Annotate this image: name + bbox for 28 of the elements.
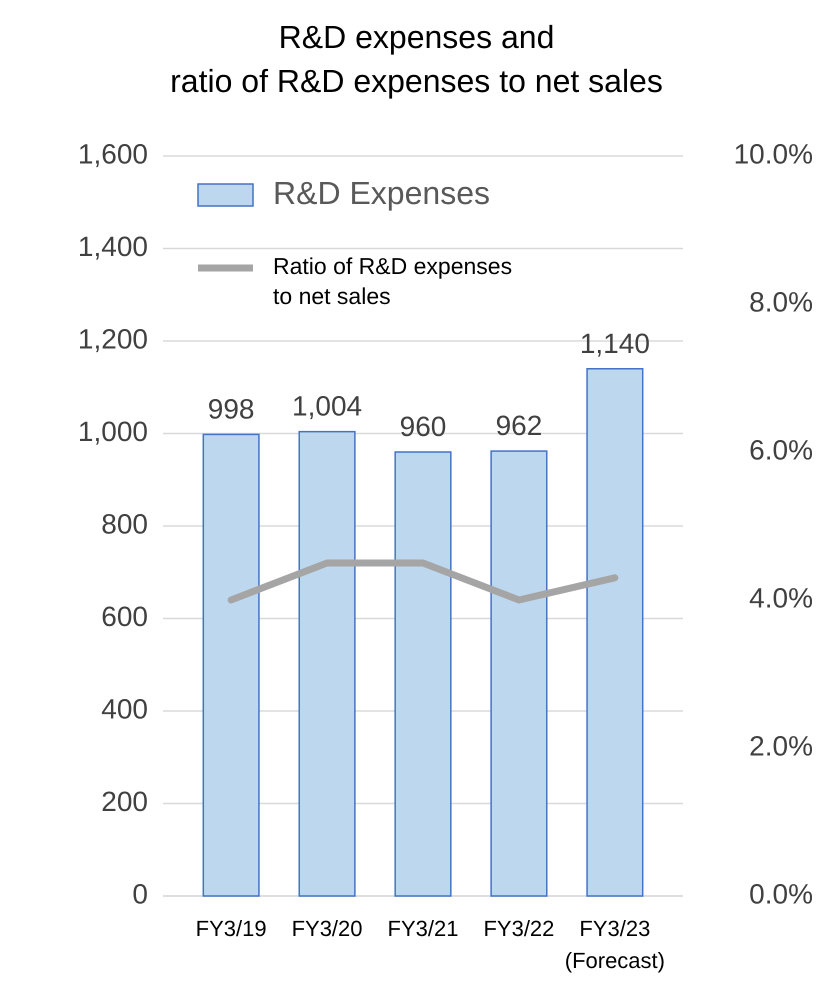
y2-tick-label: 8.0% <box>749 286 813 318</box>
y2-tick-label: 2.0% <box>749 730 813 762</box>
x-tick-label: FY3/20 <box>292 916 363 941</box>
x-tick-label: FY3/21 <box>388 916 458 941</box>
data-label: 998 <box>208 393 254 424</box>
data-label: 962 <box>496 410 542 442</box>
chart-title: R&D expenses and ratio of R&D expenses to net sales <box>170 19 663 99</box>
y2-tick-label: 6.0% <box>749 434 813 466</box>
y2-tick-label: 0.0% <box>749 878 813 910</box>
legend-label: R&D Expenses <box>273 175 490 212</box>
y-tick-label: 800 <box>101 508 148 540</box>
data-label: 1,140 <box>580 328 650 359</box>
x-tick-label: FY3/19 <box>196 916 267 941</box>
x-tick-label: FY3/23 (Forecast) <box>564 916 666 973</box>
y-tick-label: 0 <box>132 878 148 910</box>
legend-label: Ratio of R&D expenses to net sales <box>273 253 512 310</box>
x-tick-label: FY3/22 <box>483 916 554 941</box>
y-tick-label: 400 <box>101 693 148 724</box>
data-label: 960 <box>400 411 446 442</box>
y2-tick-label: 4.0% <box>749 582 813 614</box>
y-tick-label: 1,400 <box>78 230 148 262</box>
y-tick-label: 1,000 <box>78 416 148 447</box>
data-label: 1,004 <box>292 390 362 422</box>
y-tick-label: 1,600 <box>78 138 148 170</box>
y-tick-label: 200 <box>101 786 148 817</box>
y-tick-label: 1,200 <box>78 323 148 354</box>
y-tick-label: 600 <box>101 600 148 632</box>
y2-tick-label: 10.0% <box>734 138 813 170</box>
